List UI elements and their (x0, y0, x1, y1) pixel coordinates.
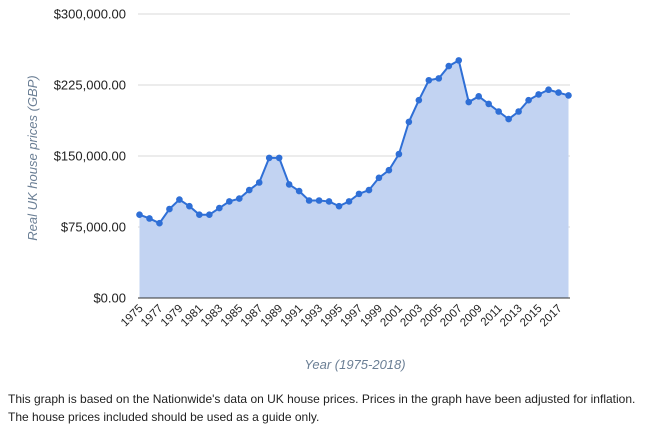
series-area-fill (139, 60, 569, 298)
data-point (535, 91, 542, 98)
y-tick-label: $300,000.00 (54, 7, 126, 22)
x-tick-label: 1987 (239, 303, 266, 330)
data-point (335, 202, 343, 210)
data-point (315, 197, 323, 204)
data-point (495, 108, 502, 115)
x-tick-label: 1975 (119, 303, 146, 330)
x-tick-label: 2005 (418, 303, 445, 330)
data-point (435, 75, 443, 82)
data-point (146, 215, 153, 222)
x-tick-label: 1991 (279, 303, 306, 330)
y-axis-title: Real UK house prices (GBP) (25, 75, 40, 240)
data-point (515, 108, 522, 115)
x-tick-label: 2007 (438, 303, 465, 330)
data-point (415, 96, 423, 104)
x-tick-labels: 1975197719791981198319851987198919911993… (119, 303, 565, 330)
x-tick-label: 1995 (319, 303, 346, 330)
data-point (355, 190, 363, 198)
data-point (305, 197, 313, 204)
data-point (525, 96, 532, 104)
data-point (375, 174, 383, 182)
data-point (186, 202, 193, 210)
data-point (225, 198, 233, 205)
data-point (545, 86, 552, 94)
x-tick-label: 2003 (398, 303, 425, 330)
x-tick-label: 1993 (299, 303, 326, 330)
data-point (485, 100, 492, 108)
data-point (136, 211, 143, 218)
x-tick-label: 1999 (358, 303, 385, 330)
data-point (325, 198, 333, 205)
data-point (275, 154, 283, 162)
data-point (365, 186, 373, 194)
data-point (465, 98, 473, 106)
x-tick-label: 1981 (179, 303, 206, 330)
x-tick-label: 2001 (378, 303, 405, 330)
data-point (505, 115, 512, 123)
data-point (445, 62, 453, 70)
x-tick-label: 1985 (219, 303, 246, 330)
data-point (395, 150, 403, 158)
data-point (565, 92, 572, 99)
y-tick-labels: $0.00 $75,000.00 $150,000.00 $225,000.00 $30… (54, 7, 126, 306)
data-point (156, 219, 163, 227)
data-points (136, 57, 572, 227)
data-point (235, 195, 243, 202)
data-point (555, 89, 562, 96)
house-price-chart: $0.00 $75,000.00 $150,000.00 $225,000.00 $30… (25, 7, 572, 372)
x-tick-label: 1989 (259, 303, 286, 330)
data-point (425, 76, 433, 84)
x-tick-label: 1977 (139, 303, 166, 330)
data-point (176, 196, 183, 203)
data-point (196, 211, 203, 218)
data-point (206, 211, 213, 218)
chart-caption: This graph is based on the Nationwide's … (8, 392, 636, 424)
data-point (405, 118, 413, 126)
x-tick-label: 2013 (498, 303, 525, 330)
x-tick-label: 1997 (339, 303, 366, 330)
data-point (345, 198, 353, 205)
y-tick-label: $225,000.00 (54, 78, 126, 93)
data-point (216, 204, 223, 212)
x-tick-label: 1983 (199, 303, 226, 330)
data-point (245, 186, 253, 194)
x-tick-label: 2017 (538, 303, 565, 330)
y-tick-label: $75,000.00 (61, 220, 126, 235)
x-tick-label: 2015 (518, 303, 545, 330)
data-point (265, 154, 273, 162)
data-point (255, 179, 263, 186)
data-point (475, 93, 483, 100)
y-tick-label: $0.00 (93, 291, 126, 306)
data-point (295, 187, 303, 195)
data-point (385, 166, 393, 174)
x-tick-label: 1979 (159, 303, 186, 330)
data-point (285, 181, 293, 188)
y-tick-label: $150,000.00 (54, 149, 126, 164)
x-axis-title: Year (1975-2018) (304, 357, 405, 372)
x-tick-label: 2009 (458, 303, 485, 330)
data-point (455, 57, 463, 64)
data-point (166, 205, 173, 213)
